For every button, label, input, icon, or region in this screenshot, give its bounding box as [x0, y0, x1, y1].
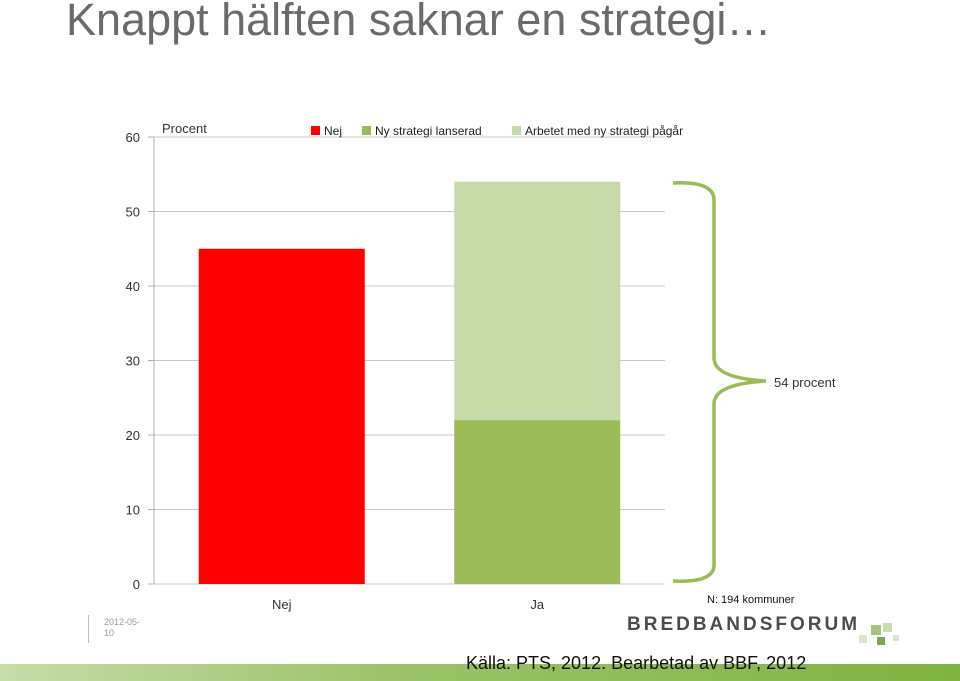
bredbandsforum-logo: BREDBANDSFORUM — [627, 614, 860, 636]
logo-text-part2: FORUM — [775, 614, 861, 635]
legend-label: Nej — [324, 124, 342, 138]
date-divider — [88, 615, 89, 643]
legend-label: Ny strategi lanserad — [375, 124, 482, 138]
y-tick-label: 40 — [126, 279, 140, 294]
x-tick-label: Ja — [530, 597, 545, 612]
x-tick-label: Nej — [272, 597, 292, 612]
brace-annotation: 54 procent — [774, 375, 836, 390]
x-axis: Nej Ja — [272, 597, 545, 612]
logo-text-part1: BREDBANDS — [627, 614, 776, 635]
logo-mark-icon — [859, 623, 899, 645]
source-text: Källa: PTS, 2012. Bearbetad av BBF, 2012 — [466, 653, 807, 673]
y-tick-label: 20 — [126, 428, 140, 443]
legend-label: Arbetet med ny strategi pågår — [525, 124, 683, 138]
legend-swatch — [512, 126, 521, 135]
curly-brace — [672, 181, 767, 583]
y-tick-label: 30 — [126, 354, 140, 369]
y-tick-label: 50 — [126, 205, 140, 220]
bar-arbetet-med-ny-strategi-pågår-ja — [454, 181, 621, 421]
y-tick-label: 0 — [133, 577, 140, 592]
y-tick-label: 10 — [126, 503, 140, 518]
slide-date: 2012-05-10 — [104, 617, 141, 638]
y-axis: 0 10 20 30 40 50 60 — [126, 130, 155, 592]
sample-size-label: N: 194 kommuner — [707, 594, 795, 606]
footer-bar — [0, 664, 960, 681]
slide-title: Knappt hälften saknar en strategi… — [66, 0, 772, 45]
bar-ny-strategi-lanserad-ja — [454, 420, 621, 584]
bars — [198, 181, 621, 584]
legend-swatch — [362, 126, 371, 135]
y-tick-label: 60 — [126, 130, 140, 145]
y-axis-label: Procent — [162, 121, 207, 136]
legend: Nej Ny strategi lanserad Arbetet med ny st… — [311, 124, 683, 138]
bar-nej-nej — [198, 248, 365, 584]
legend-swatch — [311, 126, 320, 135]
